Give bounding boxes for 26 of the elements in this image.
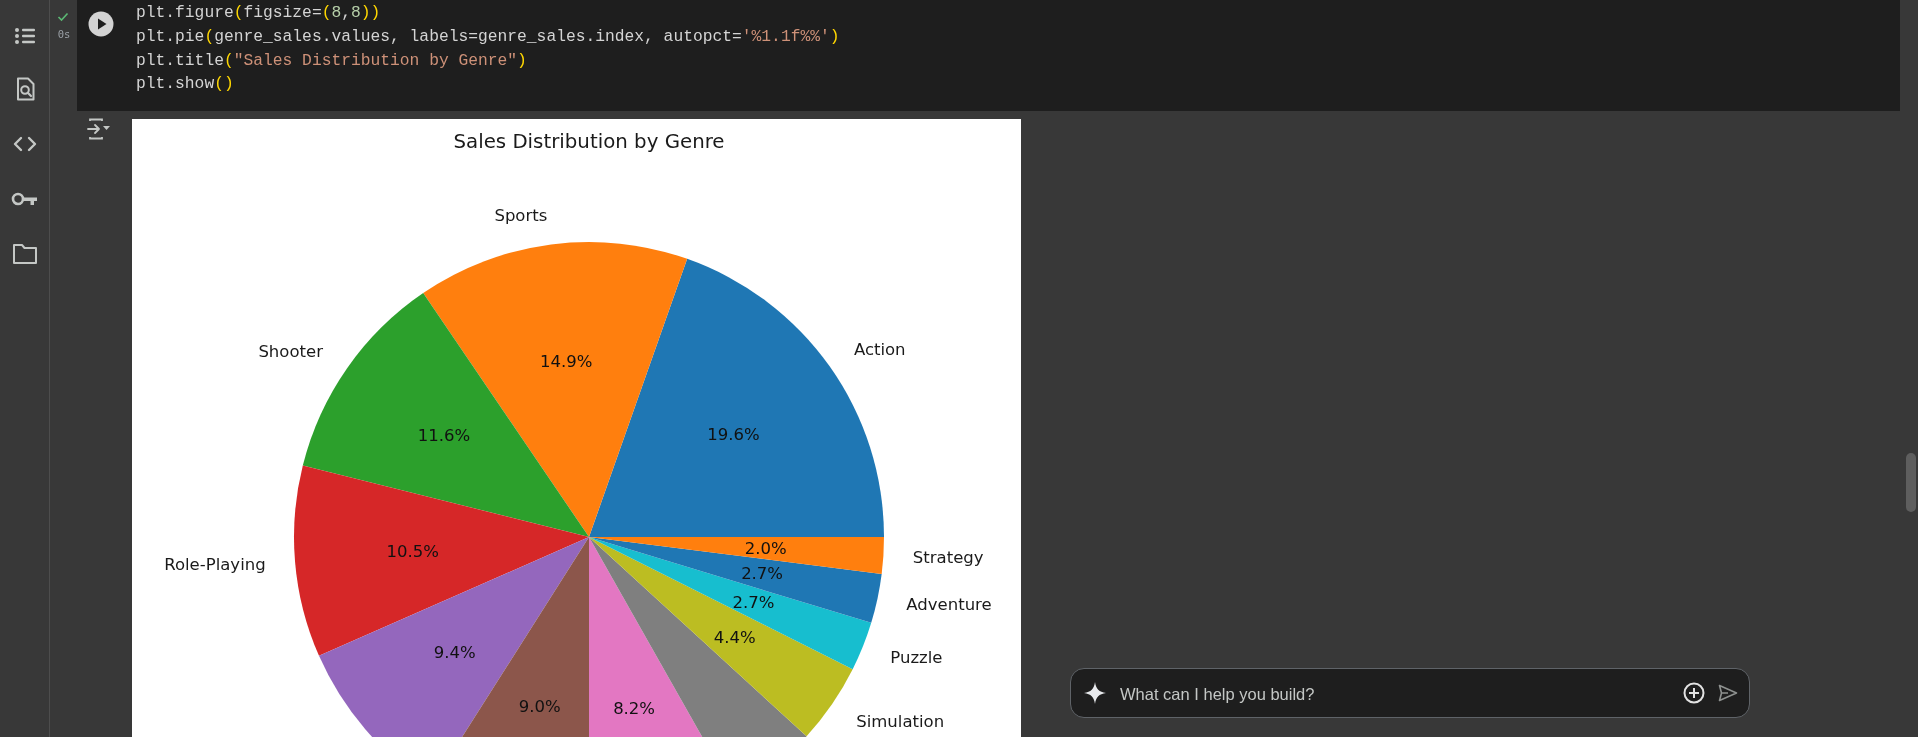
data-label: 14.9% — [540, 351, 593, 371]
chart-title: Sales Distribution by Genre — [453, 129, 725, 153]
data-label: 10.5% — [386, 542, 439, 562]
slice-label: Action — [853, 340, 906, 360]
text: What can I help you build? — [1120, 684, 1315, 705]
data-label: 9.0% — [518, 697, 561, 717]
slice-label: Simulation — [856, 711, 945, 731]
slice-label: Sports — [494, 205, 548, 225]
slice-label: Shooter — [258, 341, 324, 361]
data-label: 2.0% — [744, 538, 787, 558]
data-label: 19.6% — [707, 425, 760, 445]
slice-label: Adventure — [906, 595, 992, 615]
data-label: 9.4% — [433, 642, 476, 662]
data-label: 2.7% — [741, 564, 784, 584]
slice-label: Strategy — [912, 547, 984, 567]
data-label: 8.2% — [613, 698, 656, 718]
text: 0s — [56, 28, 72, 40]
text: plt.pie(genre_sales.values, labels=genre_sales.index, autopct='%1.1f%%') — [136, 26, 840, 46]
slice-label: Role-Playing — [164, 554, 266, 574]
text: plt.title("Sales Distribution by Genre") — [136, 50, 527, 70]
data-label: 4.4% — [713, 627, 756, 647]
data-label: 11.6% — [417, 426, 471, 446]
data-label: 2.7% — [732, 593, 775, 613]
text: plt.figure(figsize=(8,8)) — [136, 3, 381, 22]
slice-label: Puzzle — [890, 647, 943, 667]
text: plt.show() — [136, 74, 234, 94]
